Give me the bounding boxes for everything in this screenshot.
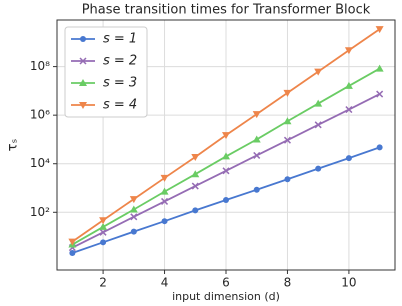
y-tick-label: 10⁶ [30, 108, 50, 122]
y-tick-label: 10² [30, 205, 50, 219]
marker [345, 155, 352, 162]
marker [253, 186, 260, 193]
marker [222, 167, 230, 175]
x-tick-label: 4 [161, 276, 169, 290]
marker [284, 176, 291, 183]
marker [345, 106, 353, 114]
marker [375, 64, 384, 72]
marker [252, 135, 261, 143]
marker [99, 222, 108, 230]
x-tick-label: 8 [284, 276, 292, 290]
marker [100, 239, 107, 246]
marker [69, 250, 76, 257]
legend-box [64, 26, 148, 118]
legend-marker [79, 102, 87, 109]
marker [314, 68, 323, 76]
legend-label: s = 4 [103, 98, 137, 113]
chart-title: Phase transition times for Transformer B… [82, 3, 371, 18]
marker [253, 151, 261, 159]
plot-frame [56, 19, 396, 271]
marker [283, 89, 292, 97]
marker [160, 174, 169, 182]
x-tick-label: 6 [222, 276, 230, 290]
marker [192, 207, 199, 214]
marker [222, 132, 230, 140]
x-axis-label: input dimension (d) [172, 290, 280, 303]
marker [130, 228, 137, 235]
x-tick-label: 2 [99, 276, 107, 290]
marker [129, 205, 138, 213]
marker [344, 81, 353, 89]
marker [314, 99, 323, 107]
marker [99, 217, 108, 225]
marker [222, 152, 230, 160]
marker [376, 90, 384, 98]
y-axis-label: τₛ [6, 139, 21, 152]
marker [223, 197, 229, 204]
marker [344, 47, 353, 55]
marker [191, 153, 200, 161]
x-tick-label: 10 [341, 276, 356, 290]
marker [130, 213, 138, 221]
marker [314, 121, 322, 129]
legend-marker [79, 57, 87, 65]
y-tick-label: 10⁴ [30, 156, 50, 170]
marker [252, 111, 261, 119]
marker [191, 182, 199, 190]
legend-label: s = 3 [103, 76, 137, 91]
marker [315, 165, 322, 172]
marker [99, 228, 107, 236]
legend-marker [80, 36, 86, 42]
marker [68, 238, 77, 246]
legend-label: s = 1 [103, 32, 137, 47]
marker [191, 170, 200, 178]
marker [283, 136, 291, 144]
marker [283, 117, 292, 125]
legend-marker [79, 79, 87, 86]
marker [161, 197, 169, 205]
marker [376, 144, 383, 151]
marker [160, 187, 169, 195]
marker [129, 196, 138, 204]
legend-label: s = 2 [103, 54, 137, 69]
marker [375, 26, 384, 34]
y-tick-label: 10⁸ [30, 59, 50, 73]
marker [161, 218, 168, 225]
